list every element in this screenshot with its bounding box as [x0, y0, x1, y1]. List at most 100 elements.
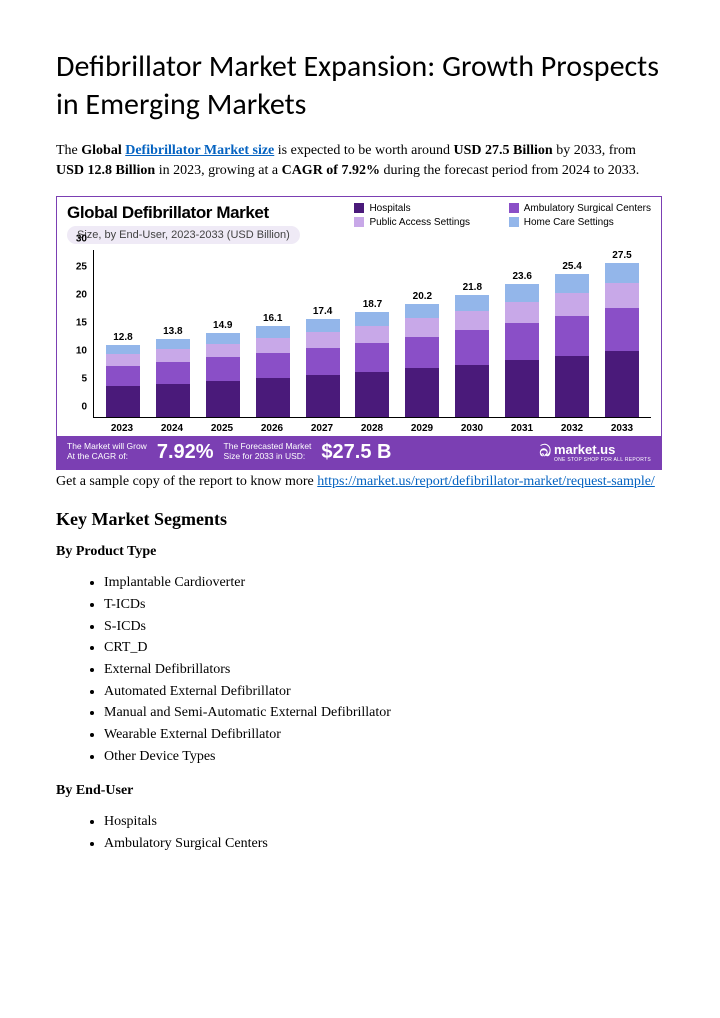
bar-column: 21.8 — [455, 282, 489, 417]
bar-column: 20.2 — [405, 291, 439, 417]
bar-stack — [355, 312, 389, 417]
product-type-heading: By Product Type — [56, 544, 664, 560]
bar-segment — [106, 345, 140, 354]
bar-total-label: 14.9 — [213, 320, 232, 331]
bar-segment — [555, 316, 589, 356]
bar-segment — [306, 319, 340, 332]
bar-total-label: 13.8 — [163, 326, 182, 337]
chart-subtitle: Size, by End-User, 2023-2033 (USD Billio… — [67, 226, 300, 244]
bar-segment — [505, 360, 539, 417]
brand-logo: ඛ market.us ONE STOP SHOP FOR ALL REPORT… — [539, 442, 651, 463]
list-item: Hospitals — [104, 811, 664, 833]
bar-stack — [256, 326, 290, 416]
x-label: 2028 — [355, 423, 389, 434]
bar-column: 12.8 — [106, 332, 140, 417]
x-label: 2032 — [555, 423, 589, 434]
enduser-heading: By End-User — [56, 783, 664, 799]
bar-segment — [555, 293, 589, 316]
list-item: Ambulatory Surgical Centers — [104, 833, 664, 855]
legend-item: Public Access Settings — [354, 217, 496, 228]
bar-segment — [555, 356, 589, 416]
bar-total-label: 17.4 — [313, 306, 332, 317]
bar-segment — [355, 372, 389, 417]
bar-segment — [306, 348, 340, 375]
y-tick: 10 — [76, 345, 87, 356]
chart-footer: The Market will GrowAt the CAGR of: 7.92… — [57, 436, 661, 469]
bar-segment — [355, 326, 389, 343]
bar-column: 17.4 — [306, 306, 340, 416]
cagr-label: The Market will GrowAt the CAGR of: — [67, 442, 147, 462]
bar-stack — [306, 319, 340, 416]
bar-total-label: 25.4 — [562, 261, 581, 272]
bar-segment — [405, 304, 439, 319]
list-item: Manual and Semi-Automatic External Defib… — [104, 702, 664, 724]
intro-bold: USD 27.5 Billion — [454, 143, 553, 158]
bar-column: 16.1 — [256, 313, 290, 416]
y-tick: 15 — [76, 317, 87, 328]
bar-total-label: 16.1 — [263, 313, 282, 324]
bar-stack — [405, 304, 439, 417]
sample-text: Get a sample copy of the report to know … — [56, 474, 317, 489]
x-label: 2029 — [405, 423, 439, 434]
bar-segment — [206, 357, 240, 381]
intro-text: during the forecast period from 2024 to … — [380, 163, 639, 178]
bar-segment — [555, 274, 589, 293]
list-item: Implantable Cardioverter — [104, 572, 664, 594]
sample-link[interactable]: https://market.us/report/defibrillator-m… — [317, 474, 655, 489]
bar-segment — [206, 344, 240, 357]
list-item: CRT_D — [104, 637, 664, 659]
x-label: 2031 — [505, 423, 539, 434]
bar-total-label: 27.5 — [612, 250, 631, 261]
legend-item: Home Care Settings — [509, 217, 651, 228]
y-tick: 5 — [81, 373, 87, 384]
chart-header: Global Defibrillator Market Size, by End… — [57, 197, 661, 244]
bar-segment — [605, 351, 639, 417]
intro-text: The — [56, 143, 81, 158]
bar-segment — [156, 339, 190, 349]
market-size-link[interactable]: Defibrillator Market size — [125, 143, 274, 158]
y-tick: 30 — [76, 233, 87, 244]
bar-segment — [256, 378, 290, 417]
list-item: External Defibrillators — [104, 659, 664, 681]
bar-segment — [106, 354, 140, 366]
bar-stack — [505, 284, 539, 416]
y-tick: 0 — [81, 401, 87, 412]
bar-segment — [256, 338, 290, 353]
x-label: 2033 — [605, 423, 639, 434]
list-item: S-ICDs — [104, 616, 664, 638]
list-item: Automated External Defibrillator — [104, 681, 664, 703]
bar-total-label: 18.7 — [363, 299, 382, 310]
legend-label: Ambulatory Surgical Centers — [524, 203, 651, 214]
bar-stack — [106, 345, 140, 417]
bar-segment — [455, 311, 489, 331]
x-label: 2030 — [455, 423, 489, 434]
product-type-list: Implantable CardioverterT-ICDsS-ICDsCRT_… — [104, 572, 664, 767]
bar-segment — [156, 349, 190, 361]
bar-segment — [605, 263, 639, 284]
legend-swatch — [509, 217, 519, 227]
bar-segment — [106, 386, 140, 417]
bar-total-label: 20.2 — [413, 291, 432, 302]
intro-text: by 2033, from — [553, 143, 636, 158]
bar-column: 23.6 — [505, 271, 539, 416]
enduser-list: HospitalsAmbulatory Surgical Centers — [104, 811, 664, 854]
y-axis: 051015202530 — [67, 250, 91, 418]
intro-paragraph: The Global Defibrillator Market size is … — [56, 141, 664, 182]
bar-segment — [206, 381, 240, 417]
legend-label: Home Care Settings — [524, 217, 614, 228]
x-label: 2027 — [305, 423, 339, 434]
sample-link-paragraph: Get a sample copy of the report to know … — [56, 472, 664, 492]
bar-segment — [355, 312, 389, 326]
bar-column: 27.5 — [605, 250, 639, 417]
forecast-label: The Forecasted MarketSize for 2033 in US… — [224, 442, 312, 462]
bar-column: 18.7 — [355, 299, 389, 417]
legend-item: Ambulatory Surgical Centers — [509, 203, 651, 214]
intro-text: in 2023, growing at a — [155, 163, 281, 178]
bar-column: 25.4 — [555, 261, 589, 416]
market-chart: Global Defibrillator Market Size, by End… — [56, 196, 662, 470]
bar-total-label: 12.8 — [113, 332, 132, 343]
bar-segment — [306, 375, 340, 416]
bar-stack — [206, 333, 240, 416]
bar-stack — [455, 295, 489, 417]
bar-segment — [455, 365, 489, 417]
